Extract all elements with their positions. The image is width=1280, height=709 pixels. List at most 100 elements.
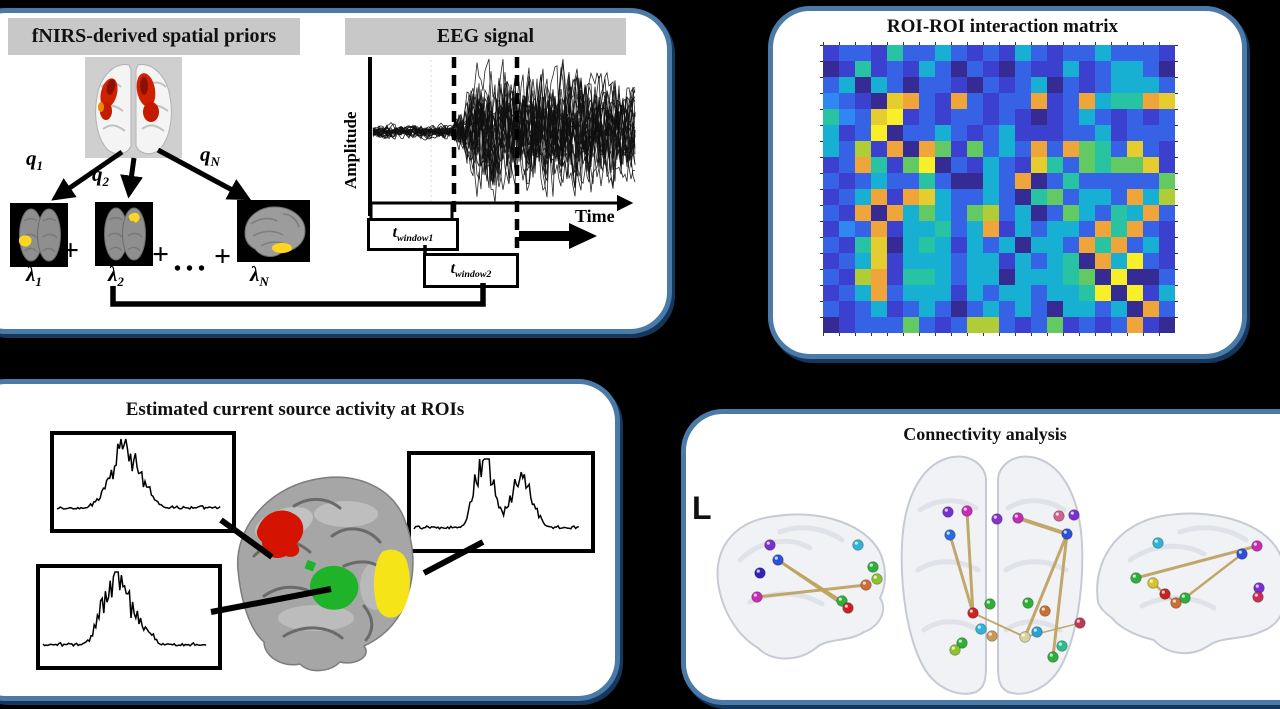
roi-matrix-grid <box>823 45 1175 333</box>
matrix-cell <box>983 125 999 141</box>
matrix-cell <box>1159 45 1175 61</box>
matrix-cell <box>1127 125 1143 141</box>
matrix-cell <box>1095 189 1111 205</box>
matrix-cell <box>951 189 967 205</box>
plus-sign: + <box>214 240 232 273</box>
matrix-cell <box>1031 317 1047 333</box>
matrix-cell <box>1159 205 1175 221</box>
matrix-cell <box>1063 61 1079 77</box>
roi-node <box>1252 591 1264 603</box>
matrix-cell <box>839 237 855 253</box>
matrix-cell <box>903 221 919 237</box>
roi-node <box>1130 572 1142 584</box>
roi-node <box>984 598 996 610</box>
matrix-cell <box>983 285 999 301</box>
matrix-cell <box>1031 221 1047 237</box>
connectivity-edge <box>1017 516 1068 536</box>
matrix-cell <box>1031 189 1047 205</box>
matrix-cell <box>951 157 967 173</box>
roi-node <box>860 579 872 591</box>
matrix-cell <box>871 285 887 301</box>
matrix-cell <box>919 125 935 141</box>
matrix-cell <box>1063 125 1079 141</box>
matrix-cell <box>1031 125 1047 141</box>
matrix-cell <box>903 61 919 77</box>
matrix-cell <box>871 237 887 253</box>
connectivity-edge <box>777 559 843 602</box>
roi-node <box>1152 537 1164 549</box>
connectivity-brains-plot <box>716 455 1280 695</box>
matrix-cell <box>871 45 887 61</box>
matrix-cell <box>871 253 887 269</box>
matrix-cell <box>1111 109 1127 125</box>
matrix-cell <box>1159 253 1175 269</box>
matrix-cell <box>887 253 903 269</box>
matrix-cell <box>1079 237 1095 253</box>
matrix-cell <box>1015 221 1031 237</box>
roi-node <box>1068 509 1080 521</box>
matrix-cell <box>1111 77 1127 93</box>
matrix-cell <box>983 269 999 285</box>
matrix-cell <box>1111 61 1127 77</box>
matrix-cell <box>999 221 1015 237</box>
matrix-cell <box>967 109 983 125</box>
matrix-cell <box>967 301 983 317</box>
matrix-cell <box>1127 77 1143 93</box>
matrix-cell <box>871 301 887 317</box>
matrix-cell <box>951 125 967 141</box>
matrix-cell <box>1095 77 1111 93</box>
matrix-cell <box>1063 93 1079 109</box>
matrix-cell <box>1159 157 1175 173</box>
matrix-cell <box>919 61 935 77</box>
matrix-cell <box>903 125 919 141</box>
matrix-cell <box>1015 141 1031 157</box>
matrix-cell <box>1063 189 1079 205</box>
matrix-cell <box>967 253 983 269</box>
source-waveform-red <box>56 438 221 511</box>
matrix-cell <box>871 141 887 157</box>
matrix-cell <box>903 301 919 317</box>
roi-node <box>871 573 883 585</box>
matrix-cell <box>1015 77 1031 93</box>
matrix-cell <box>1159 125 1175 141</box>
matrix-cell <box>1079 157 1095 173</box>
matrix-cell <box>1031 77 1047 93</box>
matrix-cell <box>967 205 983 221</box>
matrix-cell <box>887 317 903 333</box>
left-hemisphere-label: L <box>692 490 712 526</box>
matrix-cell <box>823 61 839 77</box>
matrix-cell <box>1111 45 1127 61</box>
matrix-cell <box>839 205 855 221</box>
matrix-cell <box>1063 221 1079 237</box>
matrix-cell <box>1095 157 1111 173</box>
matrix-cell <box>839 157 855 173</box>
matrix-cell <box>855 269 871 285</box>
roi-node <box>842 602 854 614</box>
roi-node <box>754 567 766 579</box>
matrix-cell <box>1063 237 1079 253</box>
matrix-cell <box>1111 253 1127 269</box>
matrix-cell <box>855 61 871 77</box>
matrix-cell <box>1047 253 1063 269</box>
matrix-cell <box>887 93 903 109</box>
matrix-cell <box>823 317 839 333</box>
connectivity-edge <box>1023 533 1069 638</box>
matrix-cell <box>887 237 903 253</box>
roi-node <box>1056 640 1068 652</box>
matrix-cell <box>1079 189 1095 205</box>
matrix-cell <box>1111 125 1127 141</box>
glass-brain-left-lateral <box>716 513 886 660</box>
matrix-cell <box>1047 317 1063 333</box>
connectivity-edge <box>1135 544 1258 580</box>
matrix-cell <box>967 141 983 157</box>
matrix-cell <box>951 109 967 125</box>
matrix-cell <box>855 141 871 157</box>
matrix-cell <box>1095 301 1111 317</box>
matrix-cell <box>1047 61 1063 77</box>
glass-brain-axial <box>900 455 1086 695</box>
connectivity-edge <box>972 612 1026 638</box>
eeg-signal-header: EEG signal <box>345 18 626 55</box>
matrix-cell <box>999 141 1015 157</box>
matrix-cell <box>1015 189 1031 205</box>
matrix-cell <box>839 253 855 269</box>
